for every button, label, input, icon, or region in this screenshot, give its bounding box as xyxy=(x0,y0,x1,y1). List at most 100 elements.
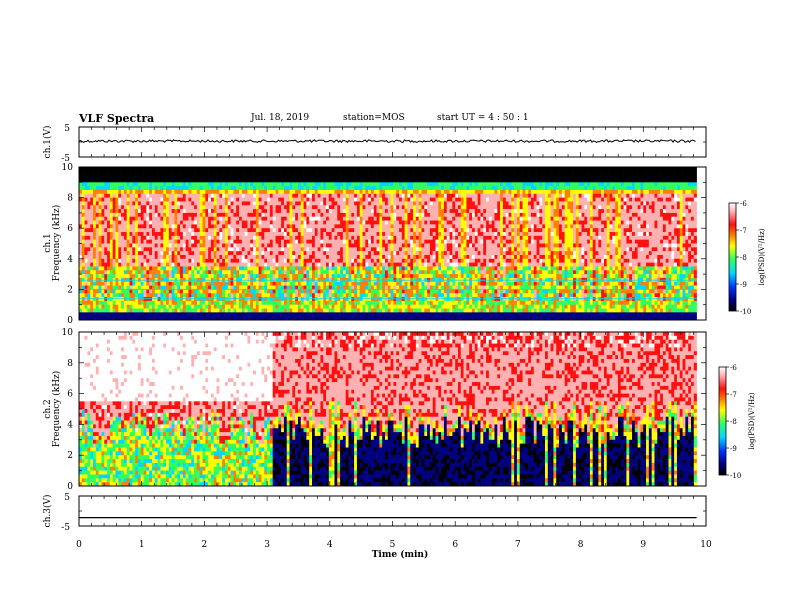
spectrogram-cell xyxy=(396,167,400,172)
spectrogram-cell xyxy=(269,232,273,237)
spectrogram-cell xyxy=(297,308,302,313)
spectrogram-cell xyxy=(140,216,144,221)
spectrogram-cell xyxy=(309,209,313,214)
spectrogram-cell xyxy=(331,205,335,210)
spectrogram-cell xyxy=(359,224,363,229)
spectrogram-cell xyxy=(267,232,271,237)
spectrogram-cell xyxy=(272,167,276,172)
spectrogram-cell xyxy=(149,247,153,252)
spectrogram-cell xyxy=(292,281,296,286)
spectrogram-cell xyxy=(337,316,341,321)
spectrogram-cell xyxy=(101,228,105,233)
spectrogram-cell xyxy=(323,209,327,214)
spectrogram-cell xyxy=(334,308,338,313)
spectrogram-cell xyxy=(208,212,212,218)
spectrogram-cell xyxy=(163,289,167,294)
spectrogram-cell xyxy=(286,258,290,263)
spectrogram-cell xyxy=(278,254,282,260)
spectrogram-cell xyxy=(208,274,212,279)
spectrogram-cell xyxy=(365,312,369,317)
spectrogram-cell xyxy=(410,274,414,279)
spectrogram-cell xyxy=(410,251,414,256)
spectrogram-cell xyxy=(396,285,400,290)
spectrogram-cell xyxy=(365,167,369,172)
spectrogram-cell xyxy=(182,304,186,309)
spectrogram-cell xyxy=(269,243,273,248)
spectrogram-cell xyxy=(174,205,178,210)
spectrogram-cell xyxy=(258,300,262,306)
spectrogram-cell xyxy=(379,167,383,172)
spectrogram-cell xyxy=(230,201,234,206)
spectrogram-cell xyxy=(151,178,156,183)
spectrogram-cell xyxy=(303,174,307,179)
spectrogram-cell xyxy=(157,289,161,294)
spectrogram-cell xyxy=(163,274,167,279)
spectrogram-cell xyxy=(163,239,167,244)
spectrogram-cell xyxy=(180,186,184,191)
spectrogram-cell xyxy=(312,258,316,263)
spectrogram-cell xyxy=(418,232,422,237)
spectrogram-cell xyxy=(208,300,212,306)
spectrogram-cell xyxy=(340,189,344,195)
spectrogram-cell xyxy=(289,216,293,221)
spectrogram-cell xyxy=(359,167,363,172)
spectrogram-cell xyxy=(359,220,363,225)
spectrogram-cell xyxy=(368,247,372,252)
spectrogram-cell xyxy=(236,247,240,252)
spectrogram-cell xyxy=(303,224,307,229)
spectrogram-cell xyxy=(373,216,377,221)
spectrogram-cell xyxy=(93,308,97,313)
spectrogram-cell xyxy=(289,251,293,256)
spectrogram-cell xyxy=(340,228,344,233)
spectrogram-cell xyxy=(180,209,184,214)
spectrogram-cell xyxy=(351,205,355,210)
spectrogram-cell xyxy=(174,174,178,179)
spectrogram-cell xyxy=(365,289,369,294)
spectrogram-cell xyxy=(121,220,125,225)
spectrogram-cell xyxy=(334,212,338,218)
spectrogram-cell xyxy=(202,228,206,233)
spectrogram-cell xyxy=(356,262,361,267)
spectrogram-cell xyxy=(348,193,352,198)
spectrogram-cell xyxy=(87,209,91,214)
spectrogram-cell xyxy=(384,167,389,172)
spectrogram-cell xyxy=(205,262,209,267)
spectrogram-cell xyxy=(174,220,178,225)
spectrogram-cell xyxy=(109,170,113,175)
spectrogram-cell xyxy=(258,274,262,279)
spectrogram-cell xyxy=(185,316,189,321)
spectrogram-cell xyxy=(244,274,248,279)
spectrogram-cell xyxy=(227,251,231,256)
spectrogram-cell xyxy=(297,209,302,214)
spectrogram-cell xyxy=(247,285,251,290)
spectrogram-cell xyxy=(230,239,234,244)
spectrogram-cell xyxy=(337,178,341,183)
spectrogram-cell xyxy=(210,281,215,286)
spectrogram-cell xyxy=(247,178,251,183)
spectrogram-cell xyxy=(143,178,147,183)
spectrogram-cell xyxy=(140,170,144,175)
spectrogram-cell xyxy=(261,239,265,244)
spectrogram-cell xyxy=(373,189,377,195)
spectrogram-cell xyxy=(314,220,318,225)
spectrogram-cell xyxy=(233,258,237,263)
spectrogram-cell xyxy=(227,297,231,302)
spectrogram-cell xyxy=(351,220,355,225)
spectrogram-cell xyxy=(213,212,217,218)
spectrogram-cell xyxy=(233,232,237,237)
spectrogram-cell xyxy=(194,239,198,244)
spectrogram-cell xyxy=(323,308,327,313)
spectrogram-cell xyxy=(233,308,237,313)
spectrogram-cell xyxy=(365,235,369,240)
spectrogram-cell xyxy=(236,201,240,206)
spectrogram-cell xyxy=(194,197,198,202)
spectrogram-cell xyxy=(387,182,391,187)
spectrogram-cell xyxy=(205,274,209,279)
spectrogram-cell xyxy=(151,251,156,256)
spectrogram-cell xyxy=(351,308,355,313)
spectrogram-cell xyxy=(188,316,192,321)
spectrogram-cell xyxy=(393,228,397,233)
spectrogram-cell xyxy=(379,228,383,233)
spectrogram-cell xyxy=(269,281,273,286)
spectrogram-cell xyxy=(247,182,251,187)
